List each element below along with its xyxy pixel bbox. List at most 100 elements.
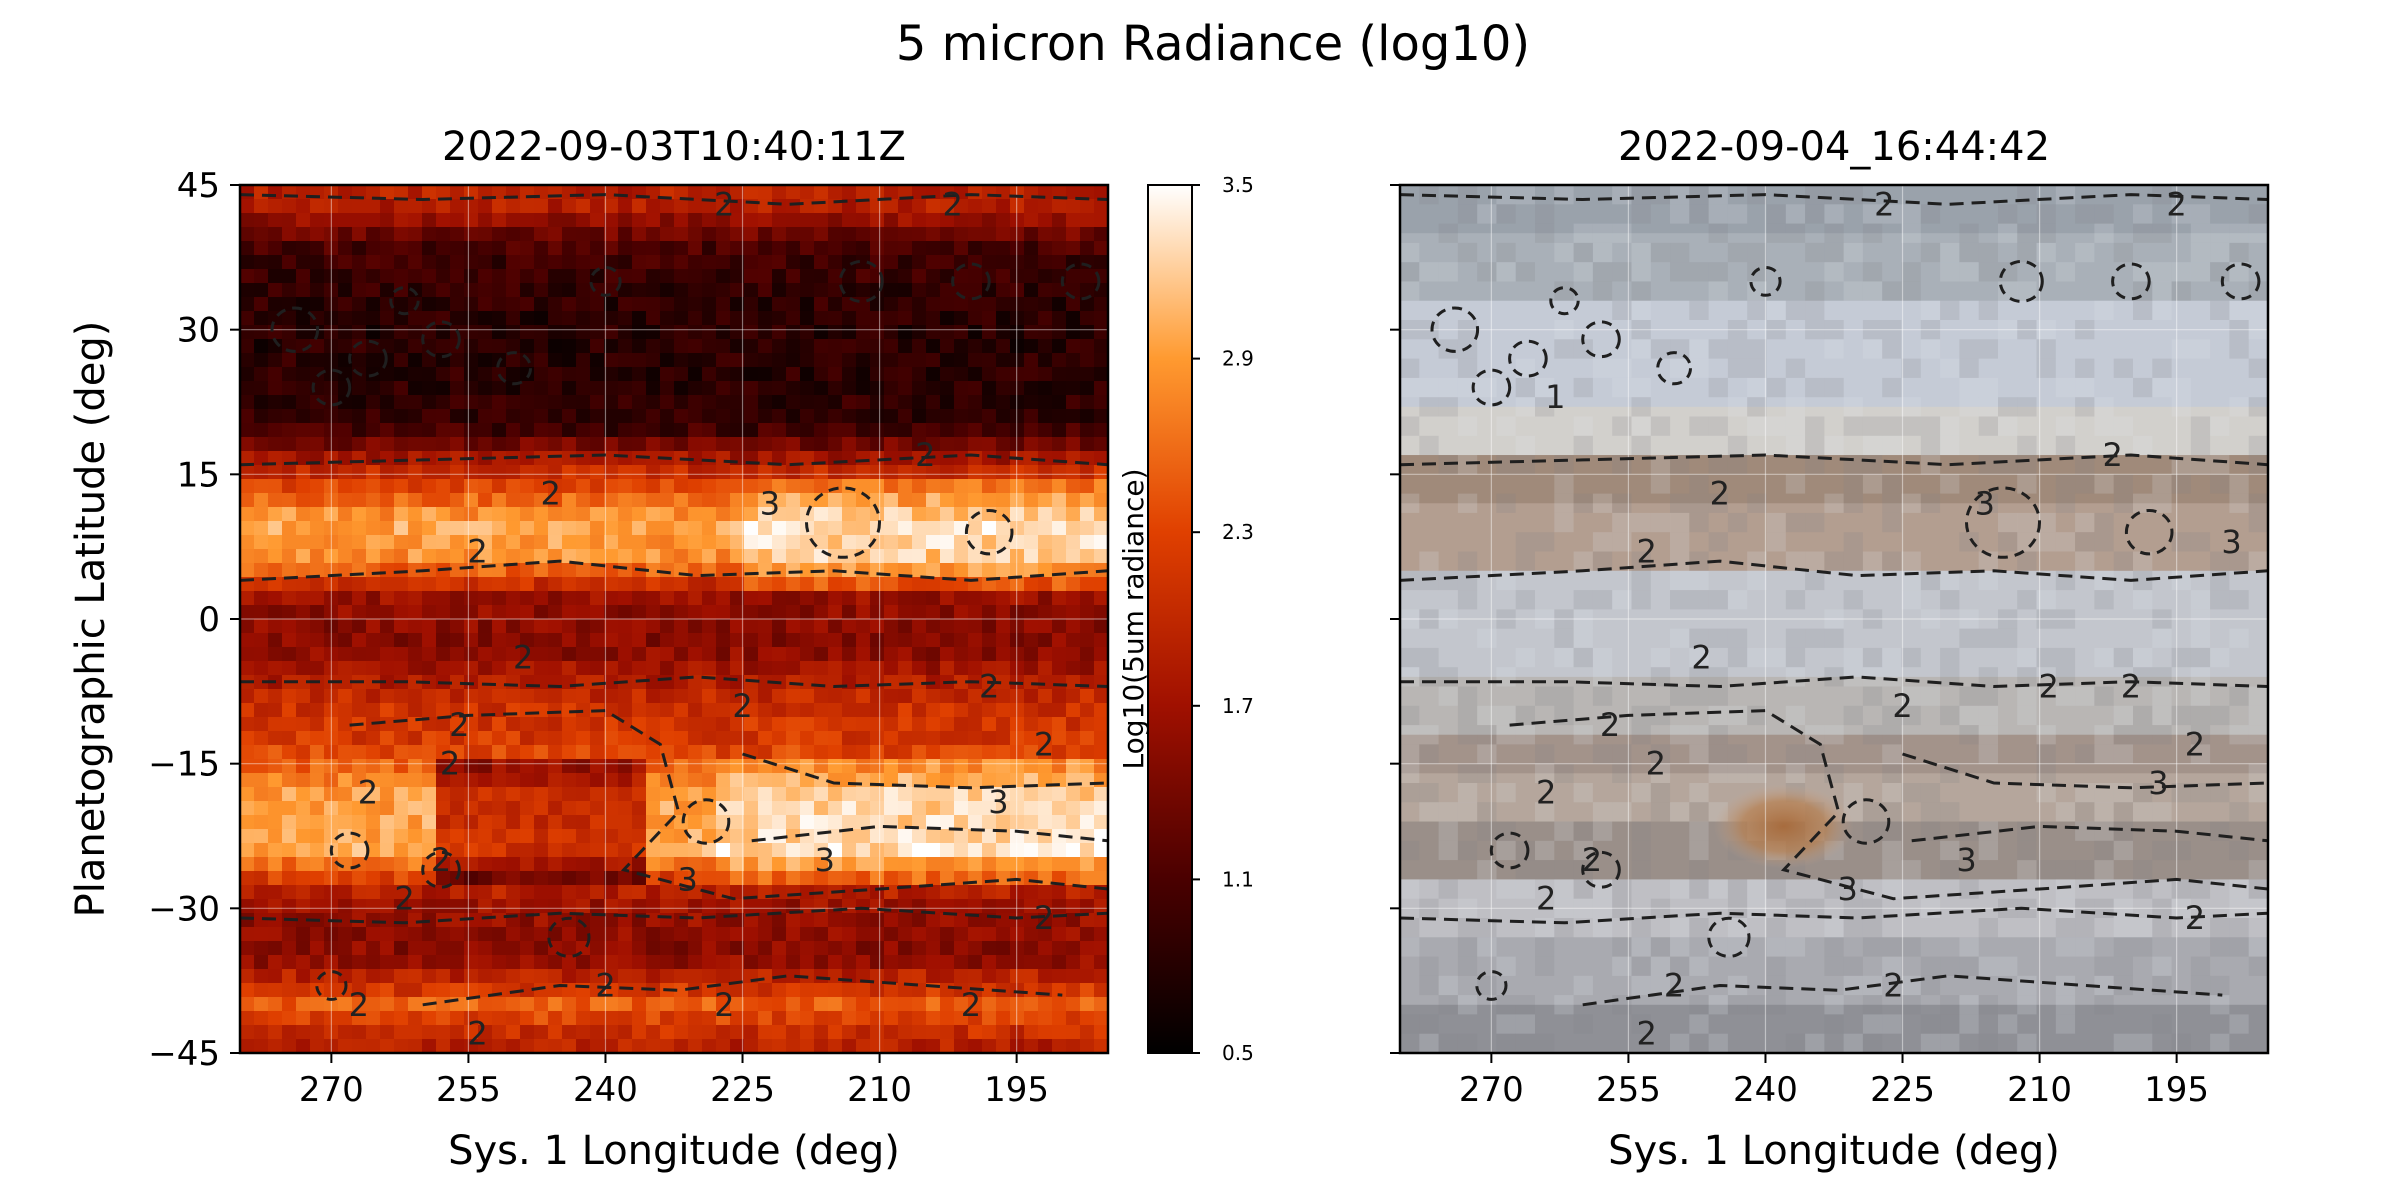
heatmap-cell <box>576 423 591 438</box>
heatmap-cell <box>310 1025 325 1040</box>
heatmap-cell <box>464 689 479 704</box>
heatmap-cell <box>842 521 857 536</box>
image-texture <box>2133 725 2153 745</box>
heatmap-cell <box>744 941 759 956</box>
image-texture <box>1901 783 1921 803</box>
image-texture <box>1978 493 1998 513</box>
image-texture <box>1554 860 1574 880</box>
image-texture <box>1882 1014 1902 1034</box>
heatmap-cell <box>1080 871 1095 886</box>
heatmap-cell <box>702 507 717 522</box>
image-texture <box>1573 821 1593 841</box>
image-texture <box>1940 840 1960 861</box>
heatmap-cell <box>1010 997 1025 1012</box>
colorbar-tick-label: 1.1 <box>1222 867 1254 891</box>
image-texture <box>2171 705 2191 726</box>
heatmap-cell <box>660 199 675 214</box>
heatmap-cell <box>730 241 745 256</box>
image-texture <box>1535 532 1555 552</box>
heatmap-cell <box>996 717 1011 732</box>
heatmap-cell <box>982 717 997 732</box>
heatmap-cell <box>436 507 451 522</box>
heatmap-cell <box>1080 507 1095 522</box>
heatmap-cell <box>940 451 955 466</box>
image-texture <box>1457 455 1478 475</box>
image-texture <box>1805 204 1825 224</box>
heatmap-cell <box>996 829 1011 844</box>
image-texture <box>1592 802 1613 822</box>
image-texture <box>1862 937 1883 957</box>
heatmap-cell <box>856 409 871 424</box>
image-texture <box>1978 570 1998 591</box>
heatmap-cell <box>310 269 325 284</box>
heatmap-cell <box>898 479 913 494</box>
image-texture <box>1592 879 1613 899</box>
heatmap-cell <box>604 605 619 620</box>
heatmap-cell <box>562 199 577 214</box>
heatmap-cell <box>296 829 311 844</box>
heatmap-cell <box>940 339 955 354</box>
heatmap-cell <box>1080 465 1095 480</box>
heatmap-cell <box>338 283 353 298</box>
heatmap-cell <box>730 619 745 634</box>
heatmap-cell <box>380 437 395 452</box>
heatmap-cell <box>240 563 255 578</box>
heatmap-cell <box>954 787 969 802</box>
heatmap-cell <box>1094 815 1108 830</box>
heatmap-cell <box>660 927 675 942</box>
heatmap-cell <box>758 801 773 816</box>
contour-label: 2 <box>467 533 487 571</box>
heatmap-cell <box>408 1039 423 1053</box>
heatmap-cell <box>716 843 731 858</box>
heatmap-cell <box>912 731 927 746</box>
heatmap-cell <box>1052 871 1067 886</box>
heatmap-cell <box>1010 1039 1025 1053</box>
heatmap-cell <box>842 409 857 424</box>
heatmap-cell <box>1024 353 1039 368</box>
heatmap-cell <box>520 983 535 998</box>
heatmap-cell <box>240 1025 255 1040</box>
image-texture <box>1457 840 1478 861</box>
heatmap-cell <box>436 983 451 998</box>
heatmap-cell <box>632 759 647 774</box>
heatmap-cell <box>254 269 269 284</box>
heatmap-cell <box>562 955 577 970</box>
heatmap-cell <box>940 367 955 382</box>
heatmap-cell <box>1010 395 1025 410</box>
image-texture <box>1862 262 1883 282</box>
heatmap-cell <box>618 493 633 508</box>
heatmap-cell <box>254 745 269 760</box>
image-texture <box>1920 300 1941 320</box>
heatmap-cell <box>800 871 815 886</box>
heatmap-cell <box>842 899 857 914</box>
heatmap-cell <box>632 549 647 564</box>
heatmap-cell <box>548 871 563 886</box>
heatmap-cell <box>730 311 745 326</box>
heatmap-cell <box>968 213 983 228</box>
heatmap-cell <box>534 549 549 564</box>
heatmap-cell <box>352 773 367 788</box>
heatmap-cell <box>758 269 773 284</box>
heatmap-cell <box>912 479 927 494</box>
heatmap-cell <box>660 185 675 200</box>
heatmap-cell <box>366 451 381 466</box>
heatmap-cell <box>982 563 997 578</box>
contour-label: 2 <box>1536 774 1556 812</box>
heatmap-cell <box>1066 479 1081 494</box>
heatmap-cell <box>1024 843 1039 858</box>
heatmap-cell <box>548 339 563 354</box>
heatmap-cell <box>282 437 297 452</box>
heatmap-cell <box>996 563 1011 578</box>
image-texture <box>1631 512 1651 533</box>
heatmap-cell <box>450 213 465 228</box>
image-texture <box>1978 242 1998 263</box>
heatmap-cell <box>562 451 577 466</box>
image-texture <box>1689 840 1709 861</box>
heatmap-cell <box>982 381 997 396</box>
heatmap-cell <box>394 395 409 410</box>
heatmap-cell <box>240 969 255 984</box>
heatmap-cell <box>842 773 857 788</box>
image-texture <box>1940 1033 1960 1053</box>
heatmap-cell <box>842 283 857 298</box>
heatmap-cell <box>800 577 815 592</box>
